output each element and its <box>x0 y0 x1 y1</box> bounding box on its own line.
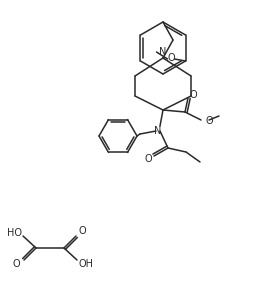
Text: O: O <box>78 226 86 236</box>
Text: HO: HO <box>8 228 23 238</box>
Text: O: O <box>206 116 214 126</box>
Text: OH: OH <box>78 259 93 269</box>
Text: O: O <box>144 154 152 164</box>
Text: N: N <box>159 47 167 57</box>
Text: O: O <box>12 259 20 269</box>
Text: O: O <box>189 90 197 100</box>
Text: O: O <box>168 53 175 63</box>
Text: N: N <box>154 126 162 136</box>
